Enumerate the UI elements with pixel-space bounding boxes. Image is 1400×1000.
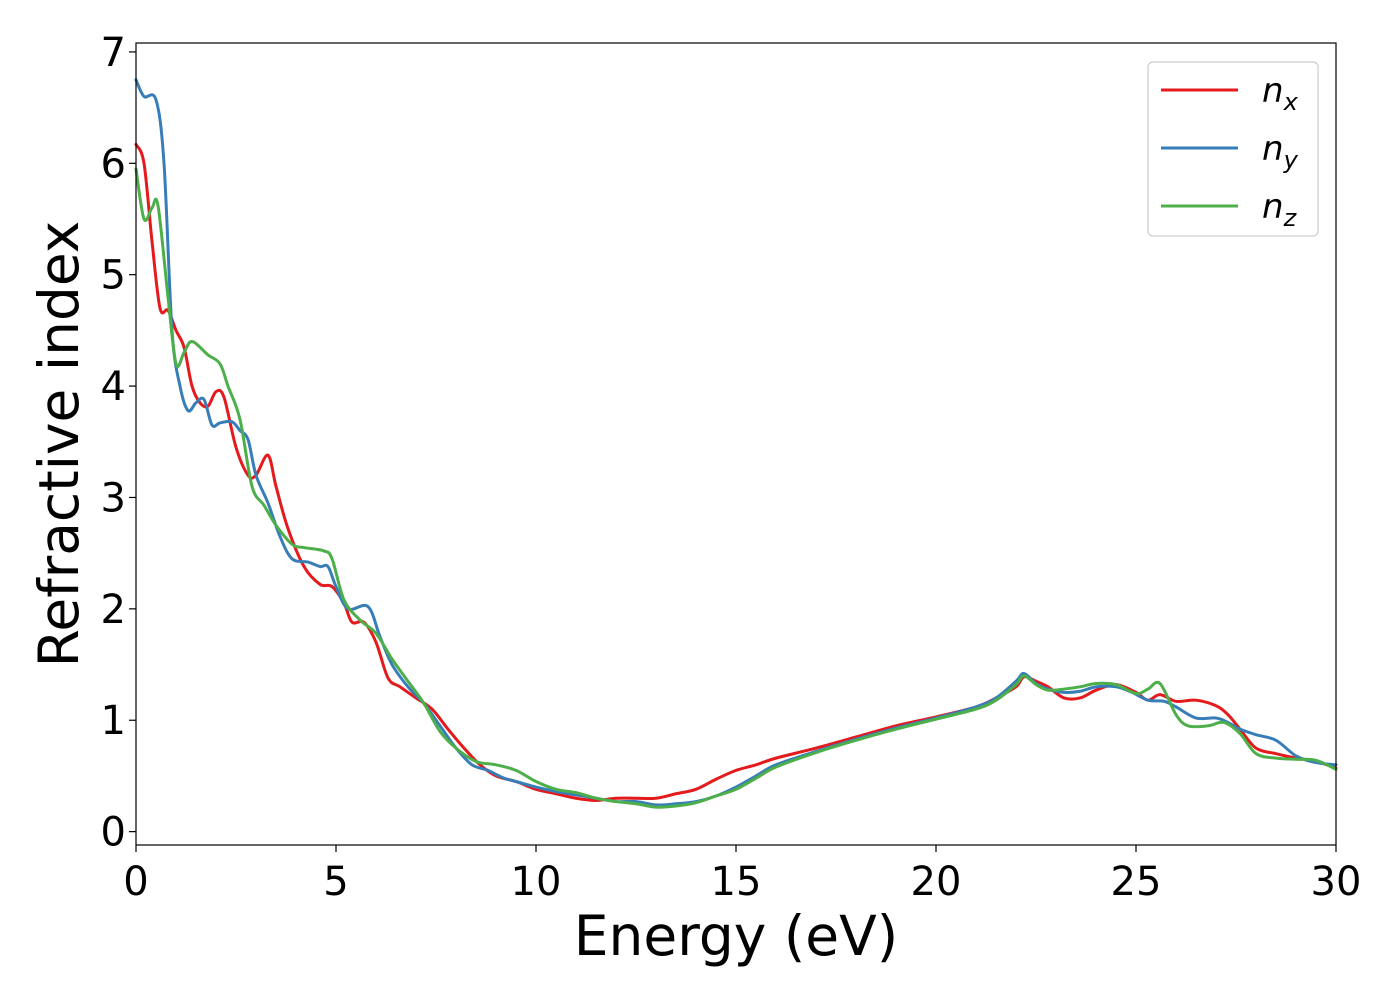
- y-tick-label: 6: [101, 141, 126, 187]
- y-tick-label: 4: [101, 364, 126, 410]
- y-tick-label: 2: [101, 587, 126, 633]
- series-layer: [134, 78, 1338, 809]
- x-tick-label: 25: [1111, 859, 1162, 905]
- legend-label-y: ny: [1262, 129, 1299, 174]
- x-tick-label: 20: [911, 859, 962, 905]
- y-tick-label: 1: [101, 698, 126, 744]
- x-tick-label: 30: [1311, 859, 1362, 905]
- y-tick-label: 3: [101, 475, 126, 521]
- legend: nx ny nz: [1147, 61, 1319, 237]
- y-axis-label: Refractive index: [27, 221, 91, 668]
- y-axis: 0 1 2 3 4 5 6 7: [101, 30, 136, 856]
- series-line-x: [134, 142, 1338, 802]
- legend-label-x: nx: [1262, 71, 1299, 116]
- legend-label-z: nz: [1262, 187, 1298, 232]
- y-tick-label: 5: [101, 253, 126, 299]
- series-line-z: [134, 167, 1338, 809]
- x-tick-label: 0: [123, 859, 148, 905]
- x-tick-label: 10: [511, 859, 562, 905]
- x-tick-label: 15: [711, 859, 762, 905]
- y-tick-label: 7: [101, 30, 126, 76]
- y-tick-label: 0: [101, 810, 126, 856]
- x-axis-label: Energy (eV): [574, 904, 898, 968]
- x-axis: 0 5 10 15 20 25 30: [123, 845, 1361, 905]
- x-tick-label: 5: [323, 859, 348, 905]
